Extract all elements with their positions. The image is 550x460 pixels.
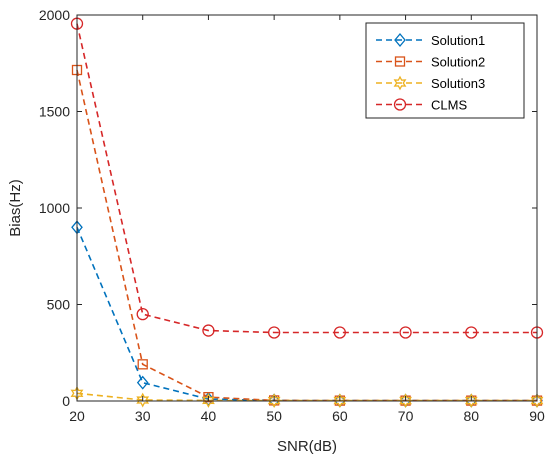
data-point-clms xyxy=(399,326,412,339)
x-tick-label: 50 xyxy=(266,408,282,424)
legend-item: CLMS xyxy=(376,98,467,113)
data-point-clms xyxy=(267,326,281,339)
y-tick-label: 1500 xyxy=(39,104,70,120)
x-tick-label: 80 xyxy=(463,408,479,424)
legend-label: CLMS xyxy=(431,98,467,113)
data-point-solution3 xyxy=(399,393,412,409)
x-tick-label: 90 xyxy=(529,408,545,424)
legend-box xyxy=(365,22,525,119)
legend-item: Solution3 xyxy=(376,75,485,91)
data-point-clms xyxy=(333,326,347,339)
data-point-solution3 xyxy=(333,393,347,409)
data-point-legend-clms xyxy=(393,98,407,111)
y-tick-label: 2000 xyxy=(39,7,70,23)
series-line-clms xyxy=(76,23,537,334)
legend-label: Solution3 xyxy=(431,76,485,91)
data-point-solution1 xyxy=(136,375,149,390)
legend-label: Solution2 xyxy=(431,55,485,70)
axis-ticks xyxy=(76,14,538,402)
series-solution1 xyxy=(71,220,543,408)
legend-item: Solution1 xyxy=(376,32,485,48)
y-axis-title: Bias(Hz) xyxy=(7,179,24,237)
series-line-solution1 xyxy=(76,226,537,402)
data-point-clms xyxy=(136,307,149,321)
data-point-solution3 xyxy=(530,393,544,409)
x-tick-label: 30 xyxy=(135,408,151,424)
data-point-solution3 xyxy=(464,393,478,409)
series-line-solution2 xyxy=(76,69,537,402)
data-point-clms xyxy=(465,326,478,339)
legend-item: Solution2 xyxy=(376,55,485,70)
legend-label: Solution1 xyxy=(431,33,485,48)
x-tick-label: 20 xyxy=(69,408,85,424)
x-tick-label: 60 xyxy=(332,408,348,424)
x-tick-labels: 20 30 40 50 60 70 80 90 xyxy=(69,408,545,424)
data-point-solution3 xyxy=(136,392,150,408)
y-tick-label: 1000 xyxy=(39,200,70,216)
y-tick-labels: 0 500 1000 1500 2000 xyxy=(39,7,70,409)
legend: Solution1 Solution2 Solution3 CLMS xyxy=(365,22,525,119)
x-axis-title: SNR(dB) xyxy=(277,438,337,455)
data-point-solution3 xyxy=(267,393,281,409)
data-point-legend-solution1 xyxy=(394,32,406,48)
data-point-legend-solution2 xyxy=(394,56,406,67)
x-tick-label: 70 xyxy=(398,408,414,424)
y-tick-label: 500 xyxy=(47,297,71,313)
data-point-solution2 xyxy=(137,359,148,370)
data-point-solution3 xyxy=(202,393,215,408)
data-point-clms xyxy=(202,324,215,337)
x-tick-label: 40 xyxy=(201,408,217,424)
data-point-legend-solution3 xyxy=(393,75,407,91)
y-tick-label: 0 xyxy=(62,393,70,409)
